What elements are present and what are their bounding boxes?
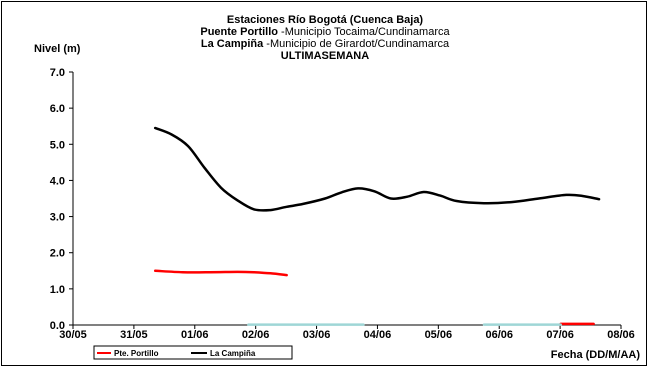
x-tick-label: 30/05 — [59, 329, 87, 341]
x-tick-label: 04/06 — [364, 329, 392, 341]
y-tick-label: 7.0 — [50, 67, 65, 79]
x-tick-label: 01/06 — [181, 329, 209, 341]
x-tick-label: 02/06 — [242, 329, 270, 341]
title-line-3: La Campiña -Municipio de Girardot/Cundin… — [201, 38, 450, 50]
series-layer — [153, 126, 601, 326]
x-tick-label: 07/06 — [546, 329, 574, 341]
y-tick-label: 3.0 — [50, 212, 65, 224]
title-line-2: Puente Portillo -Municipio Tocaima/Cundi… — [200, 26, 450, 38]
y-tick-label: 2.0 — [50, 248, 65, 260]
y-tick-label: 1.0 — [50, 284, 65, 296]
title-line-1: Estaciones Río Bogotá (Cuenca Baja) — [227, 14, 424, 26]
series-line-pte-portillo — [153, 269, 288, 277]
y-axis-title: Nivel (m) — [34, 43, 81, 55]
series-line-la-campi-a — [153, 126, 601, 212]
y-tick-label: 5.0 — [50, 139, 65, 151]
x-tick-label: 06/06 — [485, 329, 513, 341]
x-tick-label: 03/06 — [303, 329, 331, 341]
y-tick-label: 4.0 — [50, 175, 65, 187]
legend-label-portillo: Pte. Portillo — [114, 349, 159, 358]
y-axis: 0.0 1.0 2.0 3.0 4.0 5.0 6.0 7.0 — [50, 67, 74, 332]
x-axis-title: Fecha (DD/M/AA) — [551, 349, 641, 361]
x-tick-label: 31/05 — [120, 329, 148, 341]
x-tick-label: 08/06 — [607, 329, 635, 341]
x-axis: 30/05 31/05 01/06 02/06 03/06 04/06 05/06 06/06… — [59, 324, 635, 341]
legend-label-campina: La Campiña — [210, 349, 256, 358]
y-tick-label: 6.0 — [50, 103, 65, 115]
chart-title: Estaciones Río Bogotá (Cuenca Baja) Puen… — [200, 14, 450, 62]
legend: Pte. Portillo La Campiña — [93, 345, 293, 360]
title-line-4: ULTIMASEMANA — [281, 50, 369, 62]
x-tick-label: 05/06 — [425, 329, 453, 341]
y-tick-label: 0.0 — [50, 320, 65, 332]
